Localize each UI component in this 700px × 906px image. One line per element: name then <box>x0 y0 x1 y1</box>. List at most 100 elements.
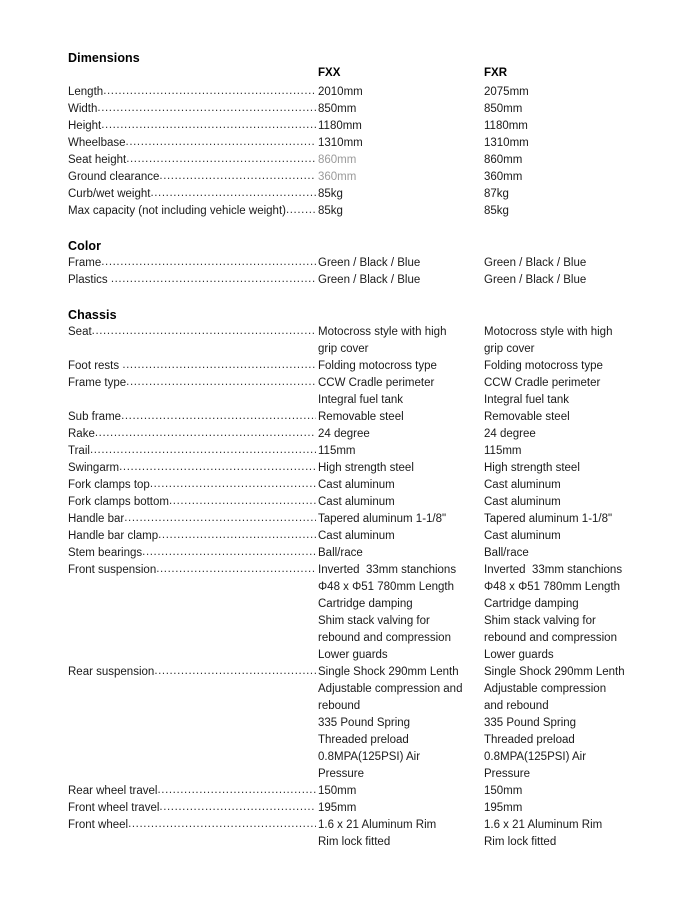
spec-label-wheelbase: Wheelbase <box>68 135 316 152</box>
spec-label-swingarm: Swingarm <box>68 460 316 477</box>
dot-leader <box>92 324 316 340</box>
spec-row: Plastics Green / Black / Blue Green / Bla… <box>68 272 668 289</box>
dot-leader <box>158 528 316 544</box>
spec-value-fxx: 850mm <box>318 101 482 118</box>
spec-row: Wheelbase 1310mm 1310mm <box>68 135 668 152</box>
spec-value-line: Φ48 x Φ51 780mm Length <box>484 581 620 593</box>
spec-value-line: Pressure <box>484 768 531 780</box>
spec-value-fxr: Cast aluminum <box>484 477 664 494</box>
section-title: Chassis <box>68 308 117 322</box>
spec-value-line: 87kg <box>484 188 509 200</box>
spec-value-line: 24 degree <box>484 428 536 440</box>
spec-label-text: Front wheel travel <box>68 802 160 814</box>
spec-value-line: Folding motocross type <box>318 360 437 372</box>
spec-value-fxr: 87kg <box>484 186 664 203</box>
spec-value-line: Shim stack valving for <box>484 615 596 627</box>
spec-value-fxx: Ball/race <box>318 545 482 562</box>
spec-label-width: Width <box>68 101 316 118</box>
spec-value-line: 2075mm <box>484 86 529 98</box>
spec-value-line: grip cover <box>318 343 369 355</box>
spec-value-fxr: Folding motocross type <box>484 358 664 375</box>
spec-label-length: Length <box>68 84 316 101</box>
spec-value-line: Inverted 33mm stanchions <box>484 564 623 576</box>
spec-value-fxx: Tapered aluminum 1-1/8" <box>318 511 482 528</box>
spec-row: Front wheel travel 195mm 195mm <box>68 800 668 817</box>
spec-value-fxx: Folding motocross type <box>318 358 482 375</box>
spec-value-fxr: Green / Black / Blue <box>484 255 664 272</box>
dot-leader <box>103 84 316 100</box>
spec-value-line: and rebound <box>484 700 549 712</box>
spec-label-text: Fork clamps top <box>68 479 150 491</box>
dot-leader <box>286 203 316 219</box>
spec-label-text: Frame <box>68 257 102 269</box>
dot-leader <box>159 169 316 185</box>
spec-value-fxr: 24 degree <box>484 426 664 443</box>
spec-row: Rear suspension Single Shock 290mm Lenth A… <box>68 664 668 783</box>
spec-value-fxr: 860mm <box>484 152 664 169</box>
spec-row: Ground clearance 360mm 360mm <box>68 169 668 186</box>
dot-leader <box>150 477 316 493</box>
spec-value-line: Green / Black / Blue <box>318 257 421 269</box>
spec-row: Trail 115mm 115mm <box>68 443 668 460</box>
spec-value-line: 85kg <box>318 188 343 200</box>
dot-leader <box>142 545 316 561</box>
spec-label-rear-suspension: Rear suspension <box>68 664 316 681</box>
dot-leader <box>159 800 316 816</box>
spec-value-fxx: 1310mm <box>318 135 482 152</box>
spec-value-line: Cast aluminum <box>318 479 395 491</box>
spec-value-line: Cast aluminum <box>484 496 561 508</box>
section-color: Color Frame Green / Black / Blue Green / Bl… <box>68 238 668 289</box>
spec-value-line: High strength steel <box>318 462 414 474</box>
spec-label-text: Height <box>68 120 102 132</box>
spec-value-fxr: Motocross style with high grip cover <box>484 324 664 358</box>
spec-value-line: 335 Pound Spring <box>484 717 577 729</box>
spec-value-fxr: Tapered aluminum 1-1/8" <box>484 511 664 528</box>
spec-label-text: Width <box>68 103 98 115</box>
dot-leader <box>156 562 316 578</box>
spec-value-line: Rim lock fitted <box>318 836 391 848</box>
spec-value-fxr: Inverted 33mm stanchions Φ48 x Φ51 780mm … <box>484 562 664 664</box>
spec-value-line: 115mm <box>484 445 522 457</box>
spec-value-line: Threaded preload <box>484 734 575 746</box>
spec-label-sub-frame: Sub frame <box>68 409 316 426</box>
spec-row: Front wheel 1.6 x 21 Aluminum Rim Rim lock… <box>68 817 668 851</box>
spec-value-line: Single Shock 290mm Lenth <box>318 666 459 678</box>
spec-value-line: 360mm <box>484 171 523 183</box>
dot-leader <box>169 494 316 510</box>
spec-value-line: Ball/race <box>318 547 363 559</box>
spec-label-height: Height <box>68 118 316 135</box>
spec-row: Frame Green / Black / Blue Green / Black /… <box>68 255 668 272</box>
spec-value-fxr: High strength steel <box>484 460 664 477</box>
spec-value-fxx: Inverted 33mm stanchions Φ48 x Φ51 780mm … <box>318 562 482 664</box>
spec-label-text: Seat <box>68 326 92 338</box>
section-chassis: Chassis Seat Motocross style with high grip… <box>68 307 668 851</box>
spec-label-text: Plastics <box>68 274 111 286</box>
spec-label-text: Max capacity (not including vehicle weig… <box>68 205 286 217</box>
spec-label-text: Length <box>68 86 104 98</box>
spec-value-line: 150mm <box>484 785 523 797</box>
spec-value-fxx: 24 degree <box>318 426 482 443</box>
spec-value-fxr: 1310mm <box>484 135 664 152</box>
spec-value-line: 0.8MPA(125PSI) Air <box>484 751 587 763</box>
spec-value-fxr: Removable steel <box>484 409 664 426</box>
spec-label-handle-bar-clamp: Handle bar clamp <box>68 528 316 545</box>
spec-value-line: 850mm <box>484 103 523 115</box>
spec-value-line: 1310mm <box>484 137 529 149</box>
dot-leader <box>124 511 316 527</box>
dot-leader <box>150 186 316 202</box>
spec-value-line: 0.8MPA(125PSI) Air <box>318 751 421 763</box>
spec-row: Swingarm High strength steel High strength… <box>68 460 668 477</box>
section-dimensions: Dimensions FXX FXR Length 2010mm 2075mm Width 8… <box>68 50 668 220</box>
spec-value-fxx: 1180mm <box>318 118 482 135</box>
spec-value-line: Tapered aluminum 1-1/8" <box>484 513 613 525</box>
spec-row: Stem bearings Ball/race Ball/race <box>68 545 668 562</box>
spec-value-line: 360mm <box>318 171 357 183</box>
spec-value-line: Cast aluminum <box>484 479 561 491</box>
spec-row: Rear wheel travel 150mm 150mm <box>68 783 668 800</box>
spec-value-line: Removable steel <box>484 411 570 423</box>
spec-row: Handle bar clamp Cast aluminum Cast alumin… <box>68 528 668 545</box>
spec-label-text: Stem bearings <box>68 547 143 559</box>
spec-label-text: Ground clearance <box>68 171 160 183</box>
spec-value-fxx: 860mm <box>318 152 482 169</box>
